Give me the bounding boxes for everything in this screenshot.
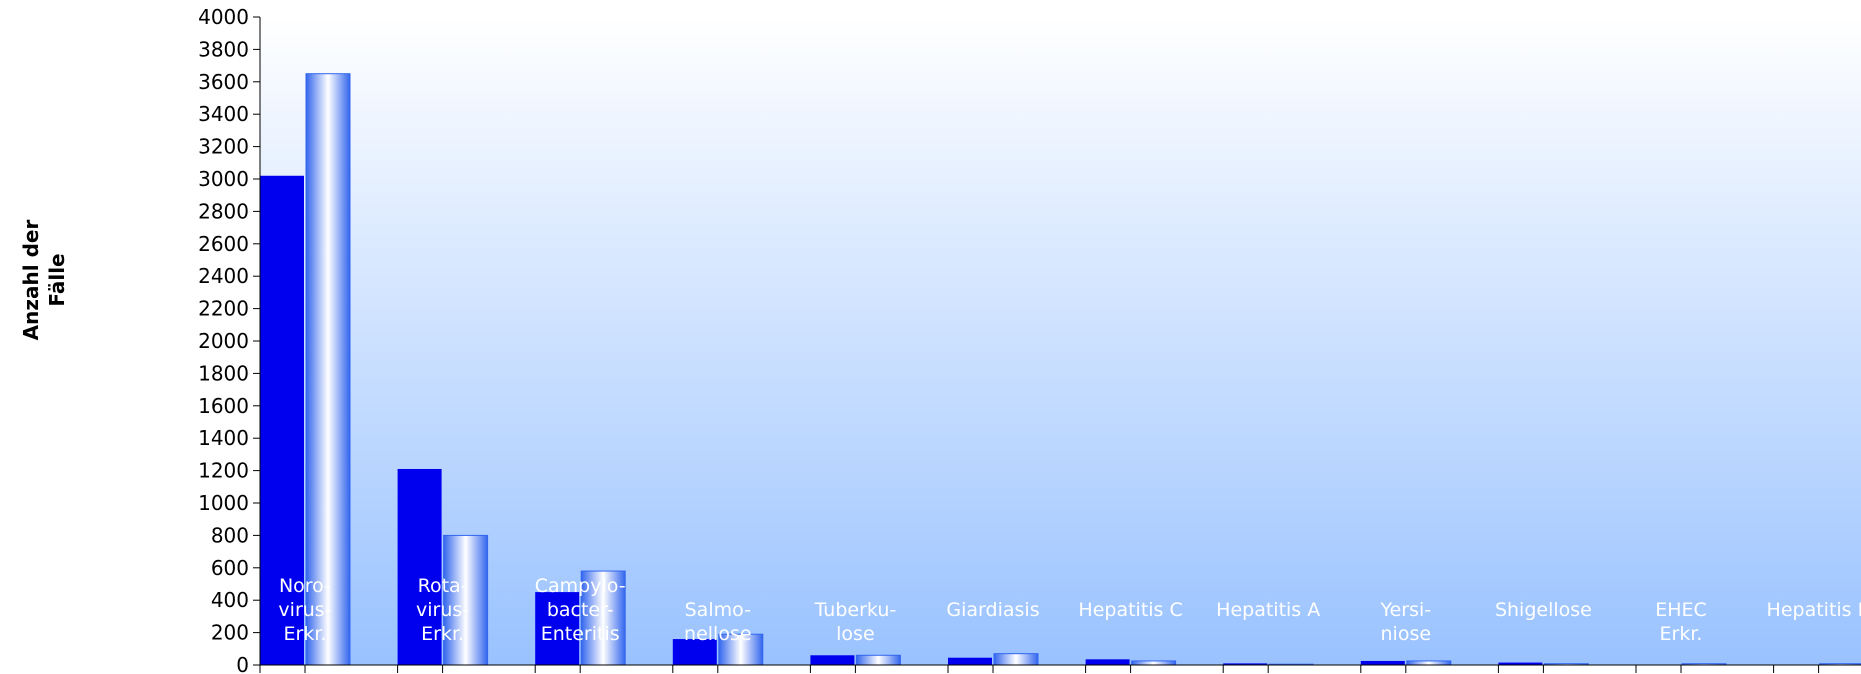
bar-series-1 <box>1085 659 1130 665</box>
y-tick-label: 1400 <box>198 426 249 450</box>
category-label: Shigellose <box>1495 599 1592 621</box>
bar-series-1 <box>1223 663 1268 665</box>
category-label-line: Erkr. <box>421 623 464 645</box>
bar-series-1 <box>1360 660 1405 665</box>
category-label: Hepatitis A <box>1216 599 1320 621</box>
category-label-line: bacter- <box>547 599 614 621</box>
y-tick-label: 3800 <box>198 37 249 61</box>
category-label-line: nellose <box>684 623 752 645</box>
y-tick-label: 400 <box>211 588 249 612</box>
category-label: Yersi-niose <box>1379 599 1431 645</box>
y-tick-label: 3400 <box>198 102 249 126</box>
axes: 0 200 400 600 800 1000 1200 1400 1600 1800 2000 220… <box>198 5 1861 674</box>
y-tick-label: 3200 <box>198 135 249 159</box>
category-label: Hepatitis C <box>1078 599 1182 621</box>
plot-background <box>260 17 1861 665</box>
category-label-line: niose <box>1381 623 1432 645</box>
y-tick-label: 1800 <box>198 361 249 385</box>
bar-series-2 <box>1131 660 1177 666</box>
bar-series-1 <box>948 657 992 665</box>
y-tick-label: 1200 <box>198 459 249 483</box>
bar-series-2 <box>993 653 1039 666</box>
y-tick-label: 200 <box>211 621 249 645</box>
category-label-line: Giardiasis <box>946 599 1039 621</box>
category-label-line: Hepatitis C <box>1078 599 1182 621</box>
bar-series-1 <box>672 639 717 665</box>
bar-series-2 <box>305 73 351 666</box>
bar-series-2 <box>1406 660 1452 666</box>
category-label-line: Tuberku- <box>814 599 897 621</box>
bar-series-1 <box>810 655 855 665</box>
category-label: Campylo-bacter-Enteritis <box>535 575 626 645</box>
category-label-line: Hepatitis A <box>1216 599 1320 621</box>
bar-series-2 <box>443 534 489 666</box>
y-tick-label: 2400 <box>198 264 249 288</box>
bar-series-1 <box>260 175 304 665</box>
y-tick-label: 3600 <box>198 70 249 94</box>
category-label-line: virus- <box>416 599 469 621</box>
category-label-line: Noro- <box>279 575 331 597</box>
category-label: Salmo-nellose <box>684 599 752 645</box>
category-label-line: Campylo- <box>535 575 626 597</box>
y-tick-label: 4000 <box>198 5 249 29</box>
category-label: Noro-virus-Erkr. <box>278 575 331 645</box>
category-label-line: EHEC <box>1655 599 1707 621</box>
category-label: Rota-virus-Erkr. <box>416 575 469 645</box>
category-label: Tuberku-lose <box>814 599 897 645</box>
y-tick-label: 3000 <box>198 167 249 191</box>
y-tick-label: 2600 <box>198 232 249 256</box>
category-label-line: Erkr. <box>284 623 327 645</box>
category-label-line: Erkr. <box>1660 623 1703 645</box>
category-label-line: Rota- <box>418 575 468 597</box>
category-label-line: virus- <box>278 599 331 621</box>
y-tick-label: 2800 <box>198 199 249 223</box>
y-tick-label: 2000 <box>198 329 249 353</box>
bar-series-2 <box>855 654 901 666</box>
category-label: Hepatitis B <box>1767 599 1861 621</box>
y-tick-label: 2200 <box>198 297 249 321</box>
category-label-line: Shigellose <box>1495 599 1592 621</box>
category-label: Giardiasis <box>946 599 1039 621</box>
y-tick-label: 0 <box>236 653 249 674</box>
category-label-line: lose <box>836 623 875 645</box>
y-tick-label: 800 <box>211 523 249 547</box>
category-label-line: Hepatitis B <box>1767 599 1861 621</box>
bar-series-2 <box>718 633 764 666</box>
category-labels: Noro-virus-Erkr.Rota-virus-Erkr.Campylo-… <box>278 575 1861 645</box>
y-tick-label: 1000 <box>198 491 249 515</box>
bar-series-1 <box>535 592 580 665</box>
category-label-line: Enteritis <box>541 623 620 645</box>
category-label-line: Yersi- <box>1379 599 1431 621</box>
category-label-line: Salmo- <box>685 599 751 621</box>
category-label: EHEC Erkr. <box>1655 599 1707 645</box>
y-tick-label: 600 <box>211 556 249 580</box>
y-tick-label: 1600 <box>198 394 249 418</box>
bar-series-1 <box>397 468 442 665</box>
bars <box>260 73 1861 666</box>
bar-series-1 <box>1498 662 1543 665</box>
